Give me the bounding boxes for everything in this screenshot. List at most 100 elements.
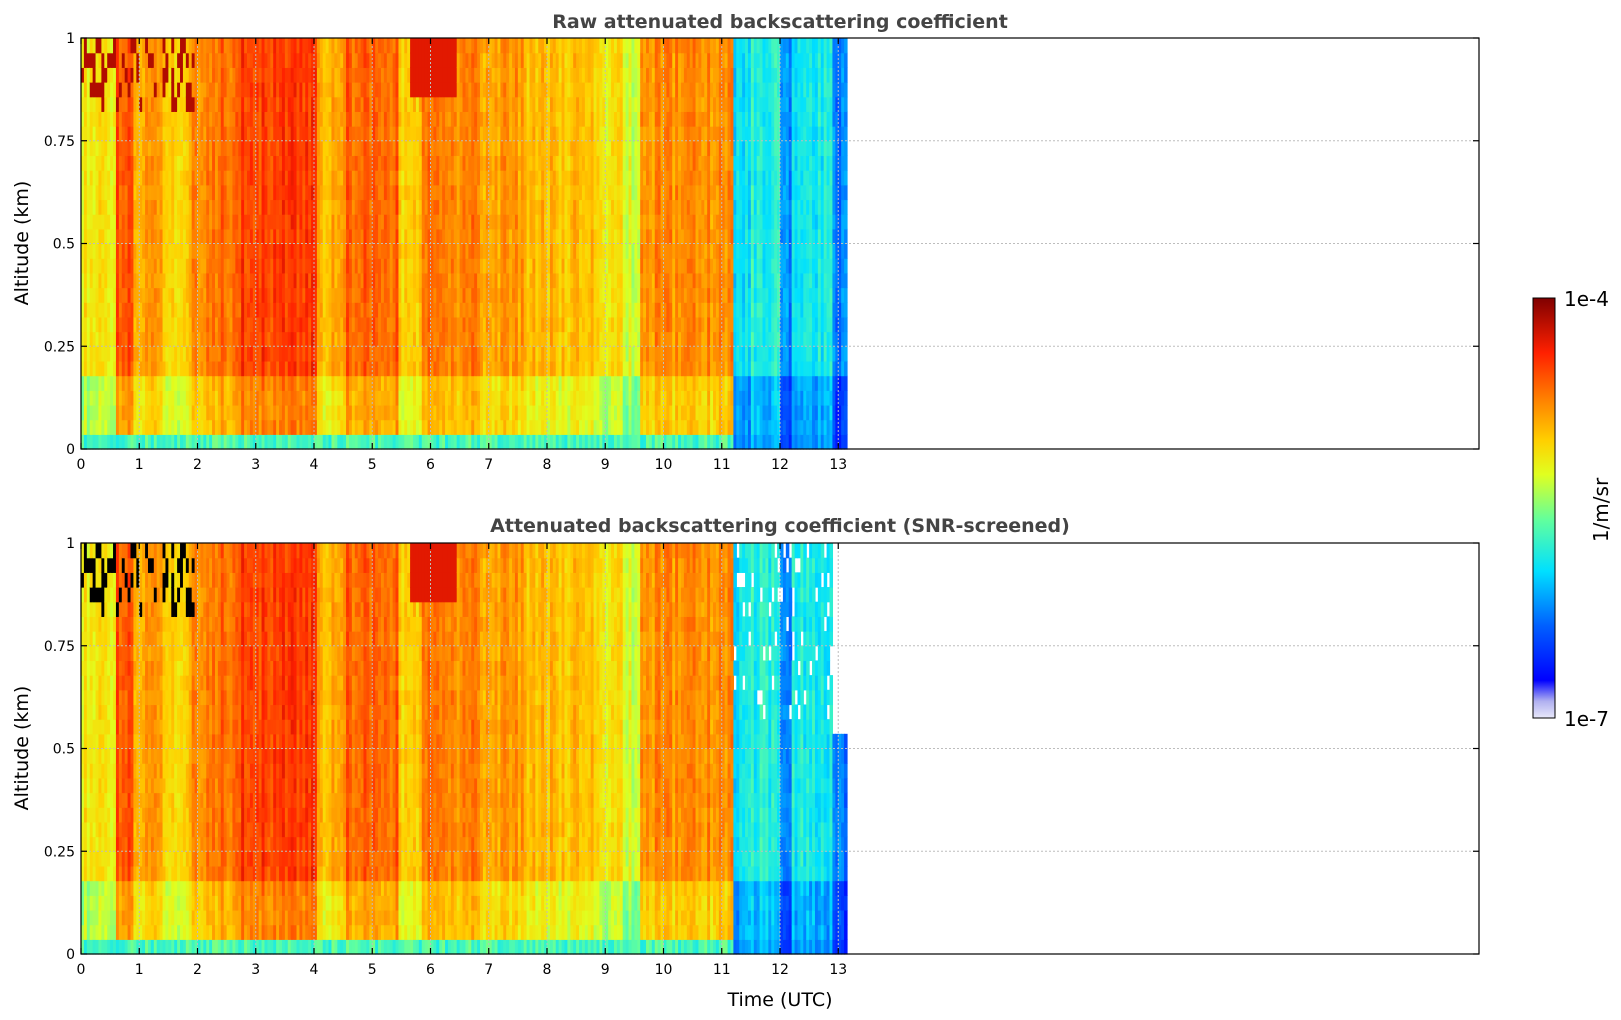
heatmap-cell [153,214,158,230]
heatmap-cell [191,316,196,333]
heatmap-cell [261,38,266,54]
heatmap-cell [264,155,268,171]
heatmap-cell [159,434,164,450]
heatmap-cell [194,316,199,333]
heatmap-cell [107,140,111,157]
heatmap-cell [113,272,117,289]
heatmap-cell [92,404,97,421]
heatmap-cell [115,346,120,362]
heatmap-cell [107,111,111,127]
heatmap-cell [121,199,126,215]
heatmap-cell [171,199,175,215]
heatmap-cell [165,184,169,201]
heatmap-cell [89,184,94,201]
heatmap-cell [150,390,155,406]
heatmap-cell [110,404,114,421]
heatmap-cell [156,375,161,391]
heatmap-cell [238,404,242,421]
heatmap-cell [107,434,111,450]
heatmap-cell [118,390,123,406]
heatmap-cell [188,155,193,171]
heatmap-cell [191,243,196,259]
heatmap-cell [162,38,167,54]
heatmap-cell [104,228,108,245]
heatmap-cell [86,38,91,54]
heatmap-cell [136,126,140,142]
heatmap-cell [264,126,268,142]
heatmap-cell [174,272,178,289]
heatmap-cell [191,346,196,362]
heatmap-cell [162,199,167,215]
panel-title: Raw attenuated backscattering coefficien… [552,11,1008,33]
heatmap-cell [235,126,239,142]
heatmap-cell [127,67,132,83]
heatmap-cell [182,287,187,303]
panel-raw: Raw attenuated backscattering coefficien… [11,11,1480,473]
heatmap-cell [124,390,129,406]
heatmap-cell [182,52,187,68]
heatmap-cell [159,243,164,259]
heatmap-cell [200,390,204,406]
heatmap-cell [191,38,196,54]
heatmap-cell [113,170,117,186]
heatmap-cell [226,287,231,303]
heatmap-cell [127,316,132,333]
heatmap-cell [261,243,266,259]
heatmap-cell [89,96,94,112]
heatmap-cell [150,199,155,215]
heatmap-cell [121,126,126,142]
heatmap-cell [104,316,108,333]
heatmap-cell [255,258,260,274]
heatmap-cell [185,302,190,318]
heatmap-cell [252,243,257,259]
heatmap-cell [150,316,155,333]
heatmap-cell [226,155,231,171]
heatmap-cell [244,404,248,421]
heatmap-cell [127,199,132,215]
heatmap-cell [142,404,146,421]
heatmap-cell [110,375,114,391]
heatmap-cell [247,184,251,201]
heatmap-cell [156,360,161,377]
heatmap-cell [177,302,181,318]
heatmap-cell [118,228,123,245]
heatmap-cell [83,199,88,215]
heatmap-cell [209,140,213,157]
heatmap-cell [238,243,242,259]
heatmap-cell [226,258,231,274]
heatmap-cell [118,52,123,68]
heatmap-cell [110,302,114,318]
heatmap-cell [83,67,88,83]
heatmap-cell [191,331,196,347]
heatmap-cell [92,126,97,142]
heatmap-cell [180,404,184,421]
heatmap-cell [113,287,117,303]
heatmap-cell [188,390,193,406]
heatmap-cell [165,434,169,450]
heatmap-cell [209,96,213,112]
heatmap-cell [124,199,129,215]
heatmap-cell [212,214,216,230]
heatmap-cell [203,331,207,347]
heatmap-cell [139,140,143,157]
heatmap-cell [89,38,94,54]
heatmap-cell [182,228,187,245]
heatmap-cell [203,96,207,112]
heatmap-cell [115,302,120,318]
heatmap-cell [118,331,123,347]
heatmap-cell [165,96,169,112]
heatmap-cell [115,155,120,171]
heatmap-cell [156,272,161,289]
heatmap-cell [182,126,187,142]
heatmap-cell [249,170,254,186]
heatmap-cell [115,287,120,303]
heatmap-cell [212,302,216,318]
heatmap-cell [229,272,234,289]
heatmap-cell [168,67,172,83]
heatmap-cell [185,360,190,377]
heatmap-cell [217,96,222,112]
heatmap-cell [133,346,137,362]
heatmap-cell [156,67,161,83]
heatmap-cell [98,96,102,112]
heatmap-cell [95,184,100,201]
